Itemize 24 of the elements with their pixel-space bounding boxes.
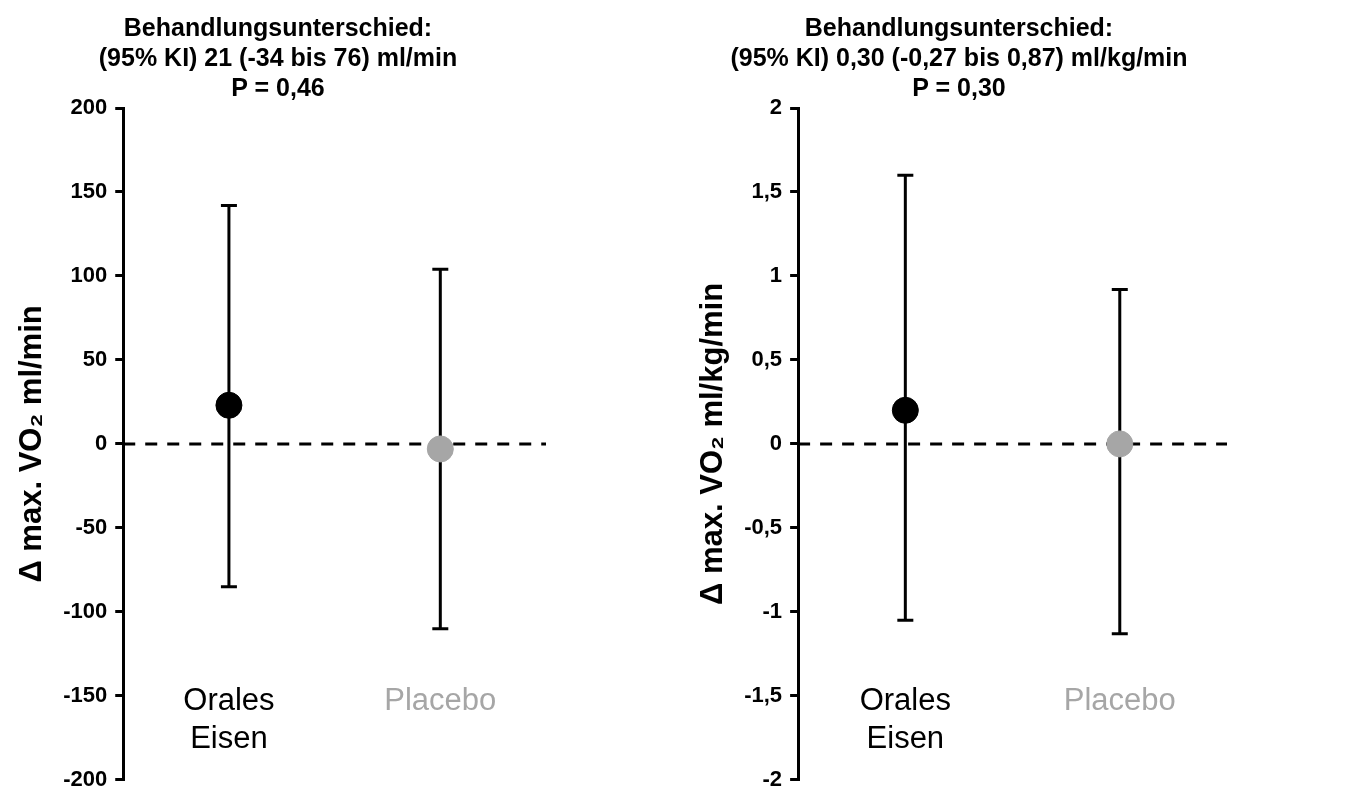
y-tick-label: -1,5 (744, 681, 783, 707)
x-tick-label: Orales Eisen (859, 682, 951, 755)
y-tick-label: 1,5 (751, 178, 783, 204)
y-axis-title: Δ max. VO₂ ml/kg/min (694, 282, 730, 605)
y-tick-label: -1 (762, 597, 783, 623)
y-tick-label: 0,5 (751, 345, 783, 371)
x-tick-label: Placebo (1063, 682, 1176, 718)
y-tick-label: 100 (70, 262, 108, 288)
y-tick-label: -150 (63, 681, 108, 707)
y-tick-label: 2 (769, 94, 783, 120)
y-tick-label: 1 (769, 262, 783, 288)
y-tick-label: -0,5 (744, 513, 783, 539)
y-tick-label: -100 (63, 597, 108, 623)
y-tick-label: 0 (769, 429, 783, 455)
y-tick-label: 0 (94, 429, 108, 455)
y-tick-label: 150 (70, 178, 108, 204)
x-tick-label: Placebo (384, 682, 497, 718)
y-tick-label: -2 (762, 765, 783, 791)
y-axis-title: Δ max. VO₂ ml/min (13, 305, 49, 583)
y-tick-label: 50 (82, 345, 108, 371)
y-tick-label: -50 (75, 513, 108, 539)
y-tick-label: -200 (63, 765, 108, 791)
x-tick-label: Orales Eisen (183, 682, 275, 755)
y-tick-label: 200 (70, 94, 108, 120)
